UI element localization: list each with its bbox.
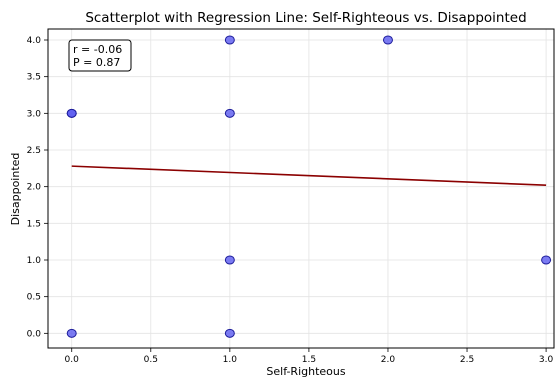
stats-box-frame	[68, 39, 132, 72]
y-tick-label: 1.0	[27, 256, 42, 266]
y-tick-label: 4.0	[27, 36, 42, 46]
x-tick-label: 0.0	[65, 355, 80, 365]
x-tick-label: 1.0	[223, 355, 238, 365]
x-axis-ticks: 0.0 0.5 1.0 1.5 2.0 2.5 3.0	[65, 348, 554, 365]
stats-box: r = -0.06 P = 0.87	[68, 39, 132, 72]
data-point	[224, 255, 235, 265]
x-tick-label: 1.5	[302, 355, 316, 365]
y-axis-ticks: 0.0 0.5 1.0 1.5 2.0 2.5 3.0 3.5 4.0	[27, 36, 48, 339]
regression-line	[71, 165, 547, 186]
x-tick-label: 2.5	[460, 355, 474, 365]
y-tick-label: 0.5	[27, 293, 41, 303]
y-tick-label: 2.5	[27, 146, 41, 156]
data-point	[224, 35, 235, 45]
data-point	[66, 108, 77, 118]
y-tick-label: 3.0	[27, 109, 42, 119]
x-tick-label: 2.0	[381, 355, 396, 365]
grid	[48, 29, 554, 348]
data-point	[541, 255, 552, 265]
y-tick-label: 2.0	[27, 183, 42, 193]
y-axis-label: Disappointed	[9, 153, 22, 226]
y-tick-label: 0.0	[27, 329, 42, 339]
data-point	[224, 328, 235, 338]
stats-p: P = 0.87	[73, 56, 120, 69]
data-point	[382, 35, 393, 45]
chart-title: Scatterplot with Regression Line: Self-R…	[85, 10, 526, 26]
y-tick-label: 1.5	[27, 219, 41, 229]
x-tick-label: 3.0	[539, 355, 554, 365]
plot-frame	[47, 28, 555, 349]
y-tick-label: 3.5	[27, 73, 41, 83]
data-point	[66, 328, 77, 338]
data-point	[224, 108, 235, 118]
data-points	[66, 35, 552, 338]
stats-r: r = -0.06	[73, 43, 122, 56]
x-tick-label: 0.5	[144, 355, 158, 365]
x-axis-label: Self-Righteous	[266, 365, 345, 378]
